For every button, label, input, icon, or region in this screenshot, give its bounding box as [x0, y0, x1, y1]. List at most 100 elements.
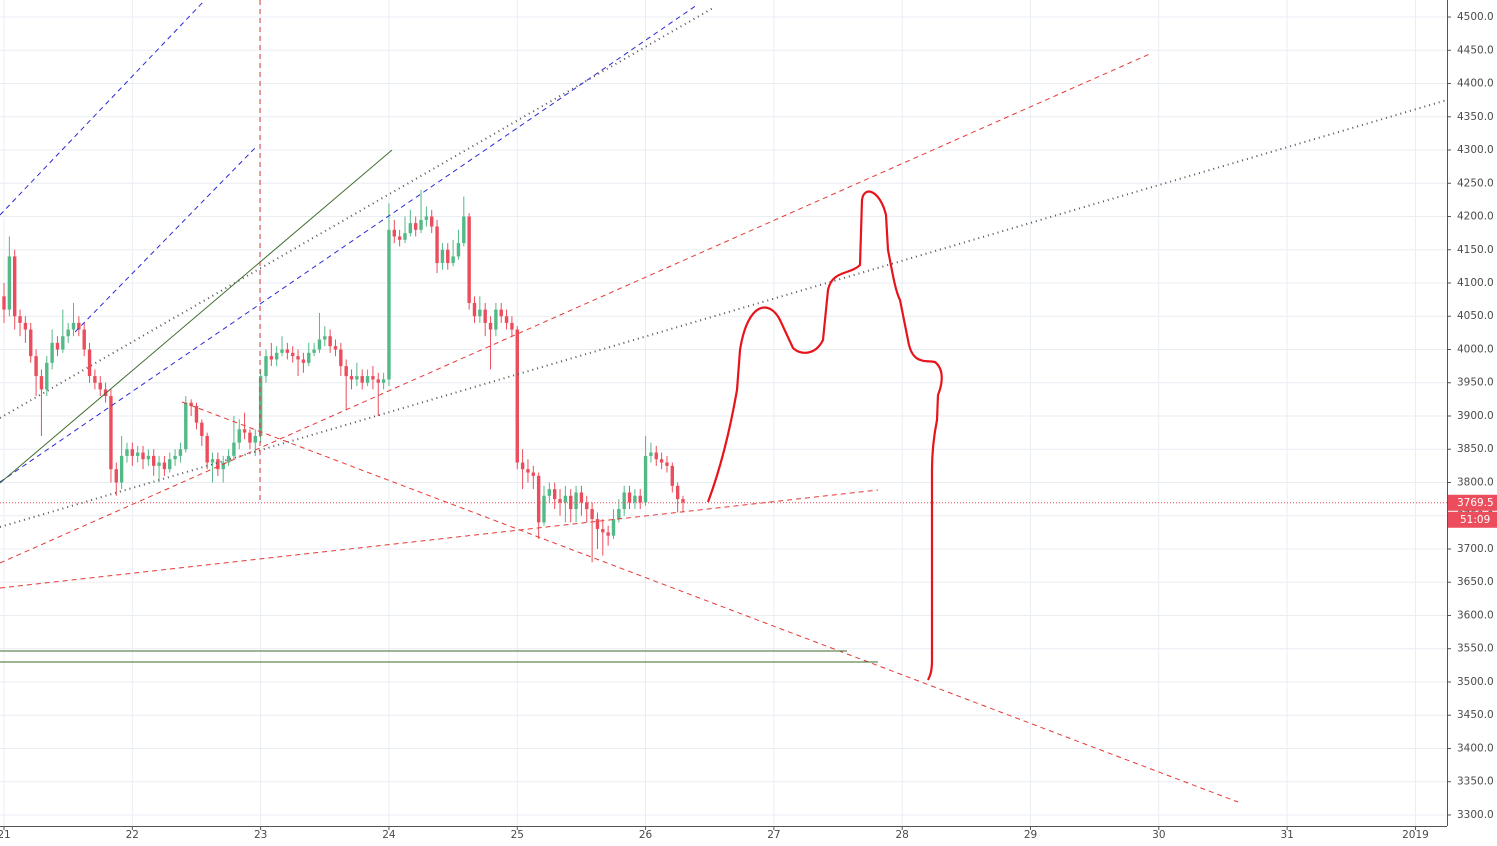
candle-body [536, 475, 541, 523]
candle-body [675, 485, 680, 500]
candle-body [253, 435, 257, 443]
candle-body [488, 322, 493, 330]
candle-body [242, 429, 247, 433]
x-tick-label: 27 [767, 829, 780, 841]
x-tick-label: 28 [896, 829, 909, 841]
candle-body [173, 455, 177, 460]
candle-body [125, 449, 129, 456]
y-tick-label: 3500.0 [1457, 676, 1494, 688]
x-tick-label: 31 [1280, 829, 1293, 841]
candle-body [109, 396, 113, 470]
y-tick-label: 4350.0 [1457, 111, 1494, 123]
candle-body [627, 492, 632, 503]
candle-body [98, 382, 102, 390]
candle-body [595, 519, 600, 530]
candle-body [312, 349, 316, 353]
candle-body [413, 223, 418, 230]
candle-body [141, 452, 145, 460]
candle-body [670, 465, 675, 486]
candle-body [435, 226, 439, 264]
candle-body [130, 449, 135, 456]
candle-body [585, 502, 589, 510]
candle-body [424, 216, 429, 220]
candle-body [376, 379, 380, 383]
candle-body [446, 249, 450, 264]
candle-body [232, 442, 236, 456]
countdown-box [1448, 511, 1497, 528]
candle-body [579, 492, 584, 503]
candle-body [221, 462, 225, 470]
candle-body [472, 302, 477, 317]
candle-body [323, 336, 327, 340]
candle-body [87, 349, 92, 377]
candle-body [237, 429, 241, 443]
candle-body [520, 462, 525, 470]
y-tick-label: 3850.0 [1457, 443, 1494, 455]
y-tick-label: 3300.0 [1457, 809, 1494, 821]
y-tick-label: 4150.0 [1457, 244, 1494, 256]
grid [0, 0, 1447, 826]
y-tick-label: 3400.0 [1457, 742, 1494, 754]
y-tick-label: 3350.0 [1457, 776, 1494, 788]
y-tick-label: 4400.0 [1457, 78, 1494, 90]
candle-body [547, 489, 552, 496]
candle-body [606, 532, 610, 536]
y-tick-label: 4000.0 [1457, 343, 1494, 355]
candle-body [483, 309, 487, 323]
last-price-box [1448, 494, 1497, 511]
candle-body [258, 376, 263, 436]
x-tick-label: 30 [1152, 829, 1165, 841]
candle-body [499, 309, 503, 317]
candle-body [440, 249, 445, 264]
y-tick-label: 4300.0 [1457, 144, 1494, 156]
candle-body [296, 356, 300, 360]
trend-line [74, 147, 256, 333]
candle-body [542, 495, 546, 523]
candle-body [152, 455, 156, 466]
x-tick-label: 21 [0, 829, 11, 841]
candle-body [665, 462, 669, 466]
y-tick-label: 3800.0 [1457, 476, 1494, 488]
candle-body [601, 529, 605, 533]
countdown-label: 51:09 [1460, 514, 1490, 526]
candle-body [280, 349, 284, 353]
candle-body [157, 462, 161, 466]
candle-body [633, 495, 637, 503]
y-tick-label: 3650.0 [1457, 576, 1494, 588]
candle-body [162, 462, 167, 470]
drawings [0, 0, 1448, 803]
candle-body [307, 352, 311, 363]
candle-body [387, 229, 391, 380]
candle-body [55, 342, 60, 350]
trend-line [0, 7, 714, 419]
trend-line [0, 4, 698, 483]
candle-body [403, 233, 407, 240]
y-tick-label: 3950.0 [1457, 377, 1494, 389]
y-tick-label: 3550.0 [1457, 643, 1494, 655]
candle-body [291, 352, 295, 357]
y-tick-label: 4200.0 [1457, 211, 1494, 223]
candle-body [526, 469, 530, 473]
y-tick-label: 4050.0 [1457, 310, 1494, 322]
trend-line [0, 52, 1153, 564]
candle-body [563, 495, 568, 503]
candle-body [13, 256, 17, 317]
candle-body [478, 309, 482, 317]
candle-body [194, 406, 199, 423]
y-tick-label: 3600.0 [1457, 609, 1494, 621]
y-tick-label: 3450.0 [1457, 709, 1494, 721]
freehand-drawing [706, 190, 943, 681]
candle-body [77, 322, 81, 330]
candle-body [622, 492, 626, 510]
candle-body [146, 455, 151, 460]
candle-body [248, 432, 252, 443]
y-tick-label: 3700.0 [1457, 543, 1494, 555]
candle-body [82, 329, 86, 350]
candle-body [317, 339, 322, 350]
candle-body [178, 449, 183, 456]
x-tick-label: 2019 [1402, 829, 1429, 841]
x-tick-label: 22 [126, 829, 139, 841]
candle-body [301, 359, 306, 363]
x-tick-label: 25 [511, 829, 524, 841]
